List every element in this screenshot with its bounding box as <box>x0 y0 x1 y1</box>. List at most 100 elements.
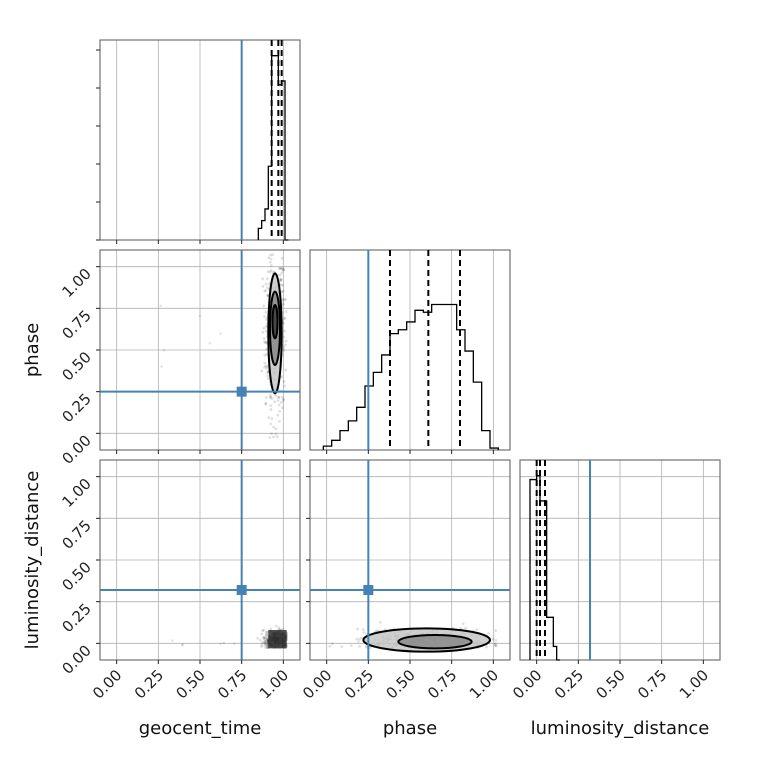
y-tick-label: 0.50 <box>58 558 94 594</box>
scatter-point <box>261 285 265 288</box>
scatter-point <box>330 642 334 646</box>
scatter-point <box>282 380 286 383</box>
scatter-point <box>282 349 286 352</box>
scatter-point <box>264 630 268 634</box>
scatter-point <box>270 417 274 421</box>
scatter-point <box>269 627 273 631</box>
truth-marker <box>236 585 247 595</box>
scatter-point <box>261 635 265 639</box>
scatter-point <box>263 340 266 344</box>
scatter-point <box>265 646 269 650</box>
scatter-point <box>261 641 264 644</box>
scatter-point <box>264 640 268 644</box>
scatter-point <box>264 329 268 333</box>
scatter-point <box>269 264 273 267</box>
scatter-point <box>279 278 283 282</box>
x-tick-label: 0.00 <box>509 666 545 702</box>
scatter-point <box>263 365 266 369</box>
scatter-point <box>360 636 363 640</box>
scatter-point <box>260 369 264 373</box>
scatter-point <box>261 277 265 281</box>
panel-luminosity_distance-geocent_time: 0.00 0.25 0.50 0.75 1.000.000.250.500.751.00 <box>58 459 301 702</box>
scatter-point <box>265 352 269 356</box>
contour-level-3 <box>271 304 279 340</box>
scatter-point <box>270 432 273 436</box>
scatter-point <box>262 636 266 639</box>
scatter-point <box>283 329 286 333</box>
scatter-point <box>264 643 268 646</box>
scatter-point <box>275 435 279 439</box>
scatter-point <box>282 335 286 339</box>
scatter-point <box>282 398 285 401</box>
scatter-point <box>266 294 270 297</box>
scatter-point <box>266 286 270 290</box>
scatter-point <box>280 299 284 303</box>
scatter-point <box>464 626 468 630</box>
scatter-point <box>280 401 283 404</box>
x-tick-label: 1.00 <box>676 666 712 702</box>
scatter-point <box>269 395 273 399</box>
scatter-point <box>357 640 360 644</box>
y-tick-label: 0.25 <box>58 390 94 426</box>
x-tick-label: 0.25 <box>341 666 377 702</box>
scatter-point <box>258 638 262 642</box>
y-tick-label: 1.00 <box>58 265 94 301</box>
scatter-point <box>264 341 267 344</box>
x-tick-label: 0.75 <box>424 666 460 702</box>
scatter-point <box>264 288 268 292</box>
scatter-point <box>281 303 285 306</box>
truth-marker <box>363 585 374 595</box>
panel-phase-phase <box>309 249 511 454</box>
scatter-point <box>268 270 272 274</box>
scatter-point <box>361 628 365 632</box>
scatter-point <box>491 637 495 641</box>
scatter-point <box>279 266 283 270</box>
scatter-point <box>493 643 497 647</box>
histogram-phase <box>322 303 499 450</box>
x-tick-label: 0.50 <box>592 666 628 702</box>
scatter-point <box>273 400 277 404</box>
scatter-point <box>284 297 287 301</box>
x-tick-label: 0.25 <box>551 666 587 702</box>
scatter-point <box>263 641 267 645</box>
scatter-point <box>261 629 265 633</box>
scatter-point <box>281 289 285 293</box>
scatter-point <box>264 324 268 328</box>
scatter-point <box>263 361 267 365</box>
scatter-point <box>278 273 282 277</box>
scatter-point <box>181 643 184 646</box>
scatter-point <box>274 198 277 201</box>
scatter-point <box>266 377 270 381</box>
scatter-point <box>276 399 280 402</box>
scatter-point <box>263 289 267 293</box>
scatter-point <box>278 267 281 271</box>
scatter-point <box>265 366 269 370</box>
y-tick-label: 0.00 <box>58 641 94 677</box>
scatter-point <box>272 435 275 439</box>
scatter-point <box>198 315 201 318</box>
scatter-point <box>375 629 379 633</box>
scatter-point <box>268 436 272 439</box>
scatter-point <box>368 646 372 650</box>
scatter-point <box>262 326 266 330</box>
scatter-point <box>266 640 269 644</box>
scatter-point <box>266 270 270 274</box>
scatter-point <box>208 342 211 345</box>
scatter-point <box>265 340 268 344</box>
scatter-point <box>265 318 268 321</box>
scatter-point <box>267 256 271 260</box>
scatter-point <box>262 628 265 632</box>
scatter-points <box>159 198 288 439</box>
scatter-point <box>279 250 283 251</box>
scatter-point <box>270 397 274 400</box>
scatter-point <box>265 277 269 281</box>
x-tick-label: 0.00 <box>89 666 125 702</box>
scatter-point <box>356 627 359 631</box>
scatter-point <box>260 643 264 647</box>
scatter-point <box>284 247 287 250</box>
y-tick-label: 0.50 <box>58 348 94 384</box>
scatter-point <box>349 644 353 647</box>
scatter-point <box>267 416 271 419</box>
scatter-point <box>160 365 163 368</box>
scatter-point <box>263 645 267 649</box>
